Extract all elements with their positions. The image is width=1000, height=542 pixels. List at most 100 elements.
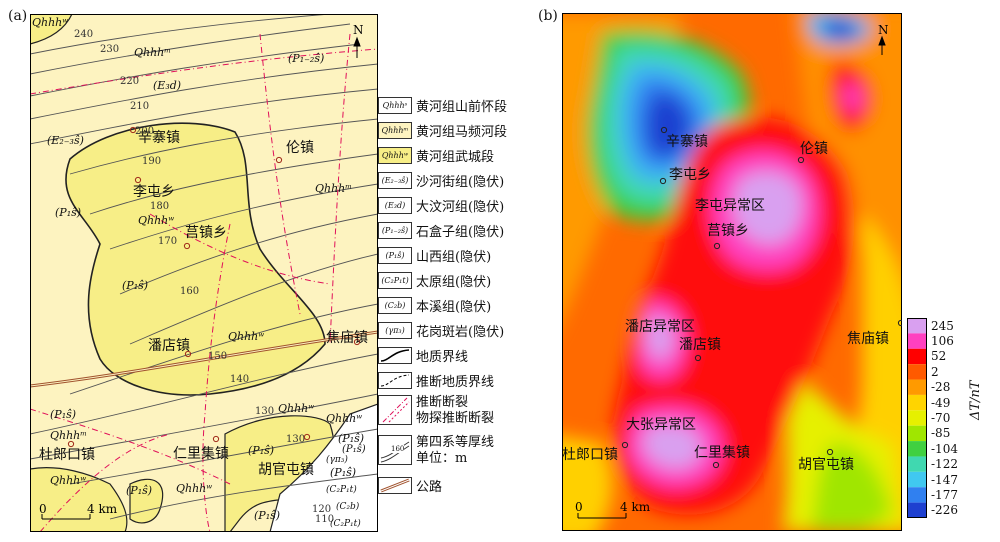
contour-label: 150	[208, 351, 227, 362]
colorbar-tick-label: 52	[931, 349, 947, 364]
panel-b-label: (b)	[538, 8, 558, 24]
colorbar-segment	[907, 502, 927, 518]
town-label: 仁里集镇	[173, 445, 229, 462]
colorbar-segment	[907, 333, 927, 349]
colorbar-labels: 245 106 52 2 -28 -49 -70 -85 -104 -122 -147 -177 -22…	[931, 318, 971, 518]
formation-label: Qhhhʷ	[326, 412, 362, 425]
colorbar-tick-label: 106	[931, 334, 954, 349]
formation-label: (P₁ŝ)	[248, 444, 274, 457]
formation-label: (P₁ŝ)	[50, 408, 76, 421]
contour-label: 170	[158, 236, 177, 247]
legend-item: Qhhhʷ 黄河组武城段	[378, 145, 494, 165]
formation-label: (P₁ŝ)	[342, 444, 366, 455]
magnetic-anomaly-map: N 辛寨镇 李屯乡 莒镇乡 伦镇 潘店镇 焦庙镇 杜郎口镇 仁里集镇 胡官屯镇 …	[562, 13, 902, 531]
formation-label: (C₂b)	[336, 501, 360, 512]
svg-text:4 km: 4 km	[620, 500, 651, 514]
town-label: 莒镇乡	[707, 223, 749, 239]
legend-item: 推断地质界线	[378, 370, 494, 390]
formation-label: Qhhhᵐ	[134, 46, 171, 59]
contour-label: 130	[255, 406, 274, 417]
contour-label: 220	[120, 76, 139, 87]
formation-label: Qhhhʷ	[278, 402, 314, 415]
contour-label: 210	[130, 101, 149, 112]
colorbar-segment	[907, 487, 927, 503]
formation-label: (C₂P₁t)	[326, 484, 357, 495]
contour-label: 140	[230, 374, 249, 385]
town-label: 李屯乡	[133, 184, 175, 200]
north-arrow-icon	[353, 36, 361, 58]
legend-item: (γπ₃) 花岗斑岩(隐伏)	[378, 320, 504, 340]
formation-label: (E₂₋₃ŝ)	[47, 134, 84, 147]
formation-label: Qhhhʷ	[138, 214, 174, 227]
town-label: 辛寨镇	[666, 133, 708, 150]
wucheng-segment-area	[65, 122, 326, 396]
legend-item: Qhhhˢ 黄河组山前怀段	[378, 95, 507, 115]
formation-label: Qhhhᵐ	[315, 182, 352, 195]
formation-label: (P₁ŝ)	[338, 432, 364, 445]
fault-line	[30, 408, 231, 485]
legend-item: 推断断裂 物探推断断裂	[378, 395, 494, 429]
formation-label: Qhhhʷ	[32, 16, 68, 29]
formation-label: (P₁ŝ)	[330, 466, 356, 479]
town-label: 胡官屯镇	[258, 462, 314, 478]
anomaly-label: 李屯异常区	[695, 198, 765, 214]
town-label: 杜郎口镇	[562, 447, 618, 463]
colorbar-segment	[907, 425, 927, 442]
legend-item: (C₂P₁t) 太原组(隐伏)	[378, 270, 491, 290]
fault-line	[329, 33, 351, 345]
formation-label: (P₁ŝ)	[55, 206, 81, 219]
colorbar-tick-label: -177	[931, 487, 958, 502]
town-label: 胡官屯镇	[798, 457, 854, 473]
colorbar	[907, 318, 927, 518]
formation-label: (P₁ŝ)	[122, 279, 148, 292]
panel-a-label: (a)	[8, 8, 28, 24]
formation-label: (P₁ŝ)	[126, 484, 152, 497]
town-label: 莒镇乡	[185, 225, 227, 241]
formation-label: Qhhhʷ	[50, 474, 86, 487]
formation-label: Qhhhʷ	[176, 482, 212, 495]
town-label: 潘店镇	[148, 338, 190, 354]
shanqianhuai-segment-area	[269, 403, 378, 532]
contour-label: 240	[74, 29, 93, 40]
contour-label: 160	[180, 286, 199, 297]
legend-item: (P₁₋₂ŝ) 石盒子组(隐伏)	[378, 220, 504, 240]
colorbar-tick-label: -70	[931, 411, 951, 425]
legend-item: (C₂b) 本溪组(隐伏)	[378, 295, 491, 315]
colorbar-segment	[907, 456, 927, 472]
anomaly-label: 大张异常区	[626, 417, 696, 433]
legend-item: 160 第四系等厚线 单位：m	[378, 435, 494, 469]
colorbar-tick-label: 245	[931, 318, 954, 333]
contour-label: 130	[286, 434, 305, 445]
north-label: N	[353, 23, 364, 37]
formation-label: (C₂P₁t)	[330, 518, 361, 529]
formation-label: (γπ₃)	[326, 454, 348, 465]
colorbar-segment	[907, 348, 927, 365]
legend-item: 公路	[378, 475, 442, 495]
town-label: 焦庙镇	[326, 330, 368, 346]
colorbar-tick-label: -147	[931, 472, 958, 487]
colorbar-segment	[907, 471, 927, 488]
geologic-map: N 240 230 220 210 200 190 180 170 160 15…	[30, 14, 378, 532]
formation-label: (P₁ŝ)	[254, 509, 280, 522]
fault-line	[149, 213, 331, 285]
town-label: 辛寨镇	[138, 129, 180, 146]
town-label: 李屯乡	[669, 167, 711, 183]
colorbar-tick-label: -122	[931, 457, 958, 472]
colorbar-tick-label: -85	[931, 426, 951, 441]
north-label: N	[878, 23, 889, 37]
formation-label: Qhhhʷ	[228, 330, 264, 343]
town-label: 杜郎口镇	[39, 447, 95, 463]
svg-text:0: 0	[39, 502, 47, 516]
formation-label: Qhhhᵐ	[50, 429, 87, 442]
colorbar-tick-label: -104	[931, 441, 958, 456]
contour-label: 110	[315, 514, 334, 525]
colorbar-segment	[907, 441, 927, 457]
colorbar-segment	[907, 364, 927, 380]
colorbar-tick-label: 2	[931, 364, 939, 379]
colorbar-unit: ΔT/nT	[968, 380, 983, 420]
town-label: 仁里集镇	[694, 444, 750, 461]
colorbar-tick-label: -226	[931, 503, 958, 518]
colorbar-tick-label: -28	[931, 380, 951, 395]
town-label: 伦镇	[286, 140, 314, 156]
town-label: 焦庙镇	[847, 331, 889, 347]
